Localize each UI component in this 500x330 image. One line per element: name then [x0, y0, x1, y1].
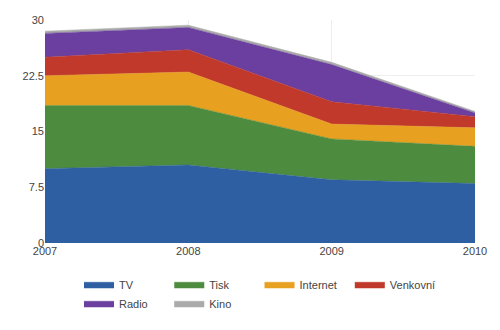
svg-text:7.5: 7.5 [29, 181, 44, 193]
svg-text:30: 30 [32, 14, 44, 26]
svg-text:Tisk: Tisk [209, 279, 229, 291]
svg-text:Internet: Internet [300, 279, 337, 291]
svg-text:15: 15 [32, 125, 44, 137]
svg-text:2008: 2008 [176, 245, 200, 257]
svg-text:Kino: Kino [209, 298, 231, 310]
svg-text:Venkovní: Venkovní [390, 279, 435, 291]
svg-text:0: 0 [38, 237, 44, 249]
svg-text:22.5: 22.5 [23, 70, 44, 82]
svg-text:2009: 2009 [319, 245, 343, 257]
svg-text:2010: 2010 [463, 245, 487, 257]
svg-text:2007: 2007 [33, 245, 57, 257]
svg-text:Radio: Radio [119, 298, 148, 310]
svg-text:TV: TV [119, 279, 134, 291]
